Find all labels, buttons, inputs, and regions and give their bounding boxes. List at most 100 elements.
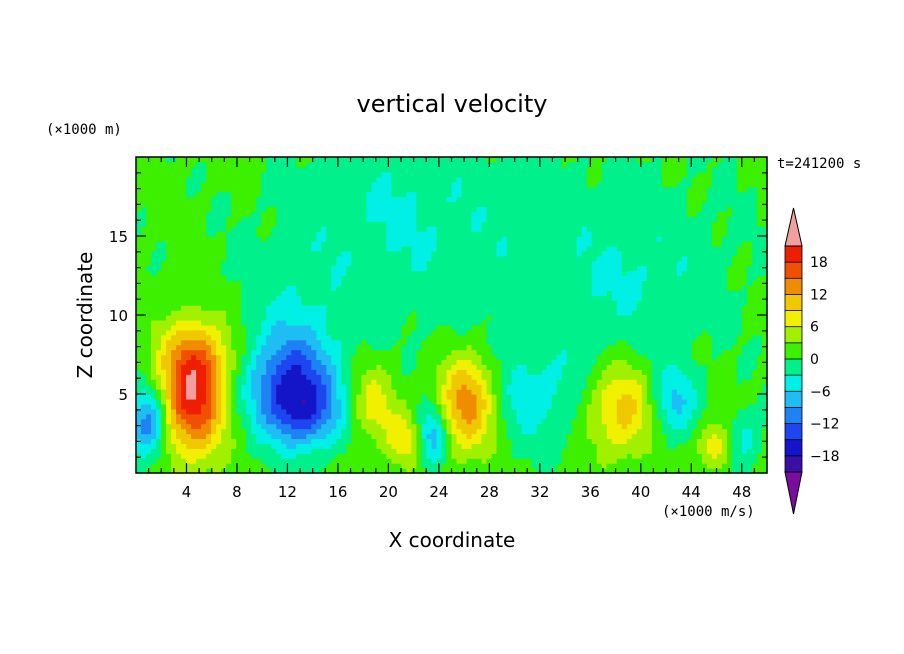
field-cell — [136, 364, 142, 370]
field-cell — [371, 413, 377, 420]
field-cell — [486, 408, 493, 415]
field-cell — [736, 384, 743, 390]
field-cell — [436, 413, 443, 420]
field-cell — [416, 428, 423, 435]
field-cell — [701, 315, 708, 321]
field-cell — [506, 398, 513, 405]
field-cell — [321, 458, 327, 464]
field-cell — [621, 453, 628, 459]
field-cell — [551, 438, 558, 444]
field-cell — [266, 403, 272, 410]
field-cell — [491, 329, 498, 336]
field-cell — [491, 275, 498, 282]
field-cell — [736, 319, 743, 326]
field-cell — [721, 389, 728, 395]
field-cell — [701, 280, 708, 286]
field-cell — [481, 295, 488, 301]
field-cell — [371, 398, 377, 405]
field-cell — [746, 280, 753, 286]
field-cell — [356, 369, 362, 375]
field-cell — [606, 364, 613, 370]
field-cell — [221, 275, 227, 282]
field-cell — [361, 394, 367, 400]
field-cell — [646, 398, 653, 405]
field-cell — [211, 295, 217, 301]
field-cell — [591, 468, 598, 474]
field-cell — [741, 394, 748, 400]
field-cell — [186, 453, 192, 459]
field-cell — [251, 275, 257, 282]
field-cell — [306, 319, 312, 326]
field-cell — [656, 463, 663, 469]
field-cell — [601, 300, 608, 306]
field-cell — [321, 359, 327, 365]
field-cell — [761, 448, 768, 454]
field-cell — [746, 408, 753, 415]
field-cell — [391, 389, 398, 395]
field-cell — [386, 418, 393, 425]
field-cell — [686, 398, 693, 405]
field-cell — [466, 408, 473, 415]
field-cell — [491, 384, 498, 390]
field-cell — [231, 374, 237, 380]
field-cell — [381, 344, 387, 351]
field-cell — [266, 280, 272, 286]
field-cell — [461, 384, 468, 390]
field-cell — [731, 349, 738, 356]
field-cell — [401, 389, 408, 395]
field-cell — [236, 349, 242, 356]
field-cell — [611, 423, 618, 430]
field-cell — [166, 319, 172, 326]
field-cell — [156, 290, 162, 296]
field-cell — [366, 374, 372, 380]
field-cell — [286, 349, 292, 356]
field-cell — [351, 458, 357, 464]
field-cell — [546, 310, 553, 316]
field-cell — [366, 295, 372, 301]
field-cell — [206, 305, 212, 311]
field-cell — [136, 324, 142, 331]
field-cell — [676, 408, 683, 415]
field-cell — [191, 463, 197, 469]
field-cell — [536, 295, 543, 301]
field-cell — [391, 280, 398, 286]
field-cell — [576, 354, 583, 361]
field-cell — [146, 398, 152, 405]
field-cell — [146, 344, 152, 351]
field-cell — [551, 384, 558, 390]
field-cell — [161, 428, 167, 435]
field-cell — [641, 329, 648, 336]
field-cell — [241, 458, 247, 464]
field-cell — [386, 463, 393, 469]
field-cell — [736, 448, 743, 454]
field-cell — [331, 413, 337, 420]
field-cell — [541, 458, 548, 464]
field-cell — [196, 463, 202, 469]
field-cell — [756, 443, 763, 449]
field-cell — [641, 290, 648, 296]
field-cell — [331, 315, 337, 321]
field-cell — [141, 374, 147, 380]
field-cell — [176, 458, 182, 464]
field-cell — [521, 458, 528, 464]
field-cell — [341, 334, 347, 341]
field-cell — [291, 315, 297, 321]
field-cell — [296, 468, 302, 474]
field-cell — [631, 290, 638, 296]
field-cell — [551, 324, 558, 331]
field-cell — [731, 280, 738, 286]
field-cell — [621, 428, 628, 435]
field-cell — [296, 438, 302, 444]
field-cell — [636, 290, 643, 296]
field-cell — [321, 394, 327, 400]
field-cell — [696, 305, 703, 311]
field-cell — [551, 413, 558, 420]
field-cell — [366, 280, 372, 286]
field-cell — [636, 463, 643, 469]
field-cell — [266, 453, 272, 459]
field-cell — [556, 438, 563, 444]
field-cell — [331, 354, 337, 361]
field-cell — [431, 319, 438, 326]
field-cell — [406, 389, 413, 395]
field-cell — [626, 438, 633, 444]
